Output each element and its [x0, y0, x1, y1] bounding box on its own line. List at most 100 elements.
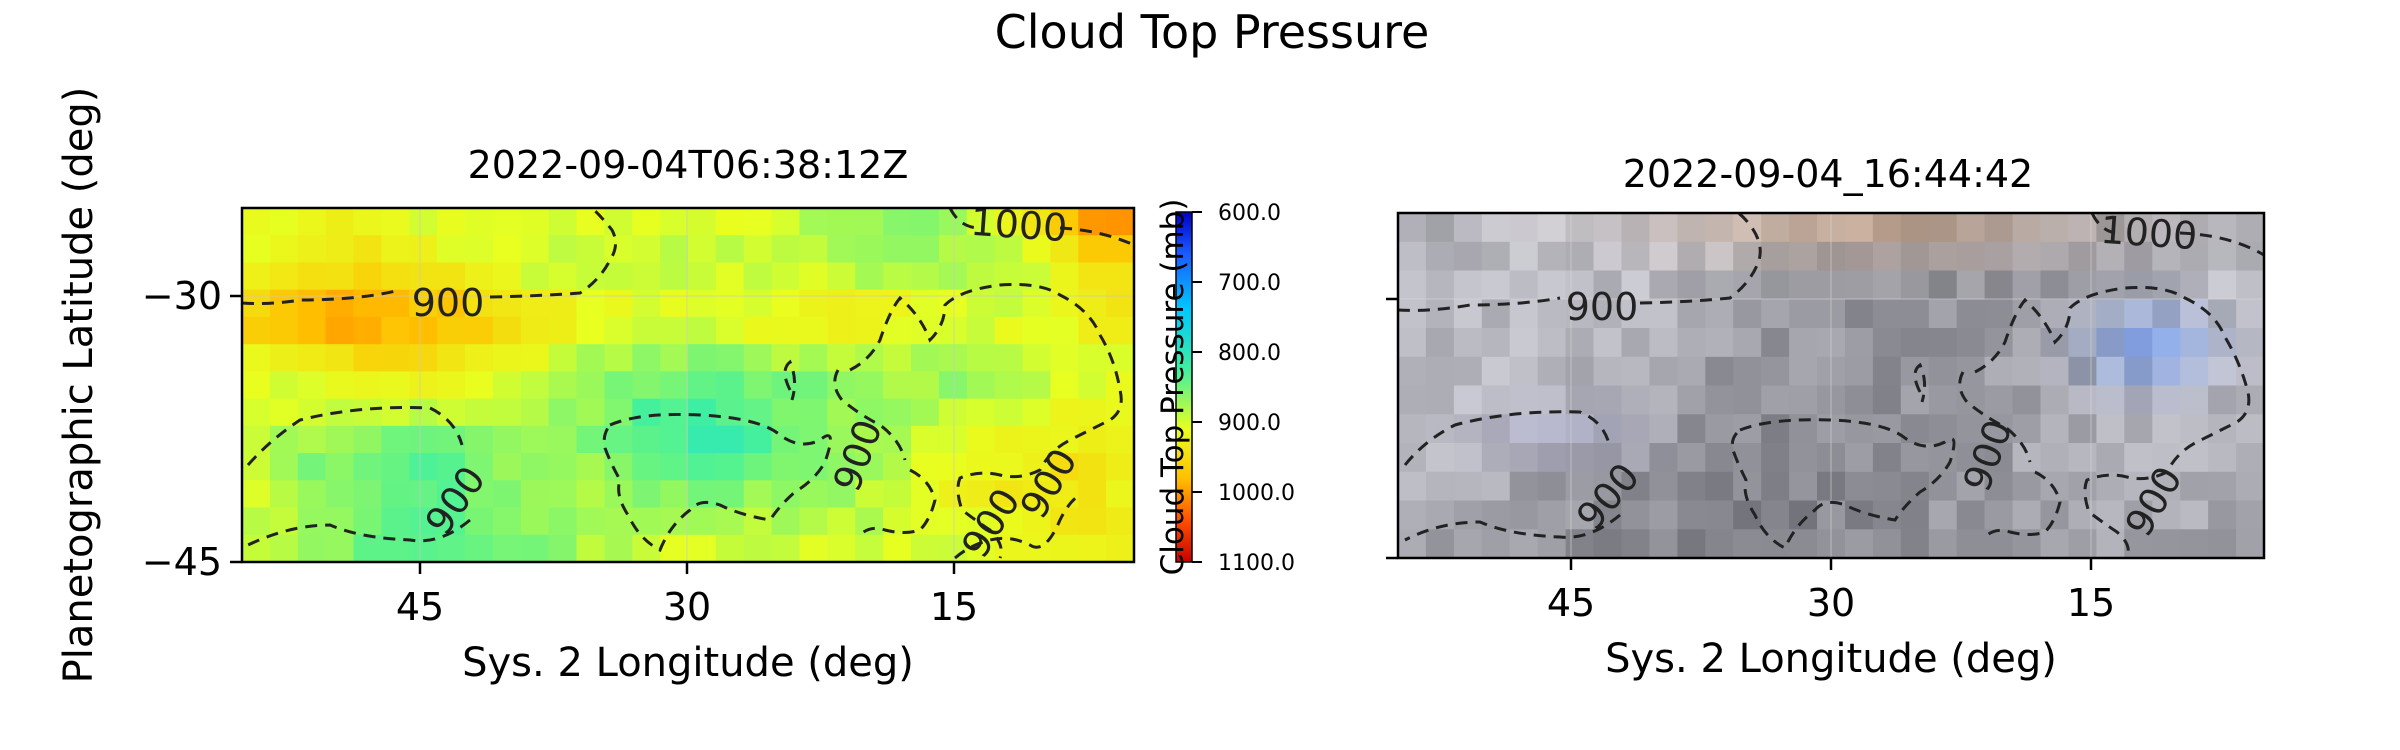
heatmap-cell — [297, 262, 327, 291]
image-pixel — [2096, 356, 2125, 387]
image-pixel — [1453, 356, 1483, 387]
image-pixel — [1425, 471, 1455, 502]
image-pixel — [1928, 385, 1958, 415]
heatmap-cell — [325, 208, 355, 236]
image-pixel — [1621, 471, 1650, 502]
heatmap-cell — [938, 425, 968, 454]
heatmap-cell — [660, 344, 689, 372]
image-pixel — [1509, 414, 1539, 444]
image-pixel — [2012, 241, 2042, 272]
image-pixel — [1733, 299, 1762, 329]
image-pixel — [1761, 471, 1790, 502]
colorbar-tick-label: 1000.0 — [1218, 481, 1295, 506]
heatmap-cell — [325, 316, 355, 345]
image-pixel — [1537, 414, 1567, 444]
right-contours — [1398, 213, 2264, 557]
heatmap-cell — [437, 262, 466, 291]
heatmap-cell — [1022, 425, 1051, 454]
heatmap-cell — [966, 453, 996, 481]
heatmap-cell — [325, 262, 355, 291]
heatmap-cell — [827, 425, 856, 454]
image-pixel — [2180, 241, 2209, 272]
image-pixel — [2068, 213, 2097, 243]
image-pixel — [1593, 241, 1622, 272]
image-pixel — [1733, 328, 1762, 358]
image-pixel — [1537, 356, 1567, 387]
image-pixel — [1593, 299, 1622, 329]
image-pixel — [1649, 299, 1678, 329]
heatmap-cell — [465, 453, 494, 481]
image-pixel — [1733, 443, 1762, 473]
image-pixel — [1845, 241, 1874, 272]
image-pixel — [1845, 385, 1874, 415]
heatmap-cell — [576, 316, 605, 345]
image-pixel — [1705, 241, 1734, 272]
heatmap-cell — [576, 453, 605, 481]
image-pixel — [1733, 414, 1762, 444]
image-pixel — [1733, 270, 1762, 300]
heatmap-cell — [827, 534, 856, 562]
heatmap-cell — [1078, 480, 1107, 509]
image-pixel — [1845, 213, 1874, 243]
image-pixel — [1565, 471, 1595, 502]
heatmap-cell — [297, 371, 327, 400]
heatmap-cell — [883, 453, 912, 481]
heatmap-cell — [242, 398, 271, 427]
heatmap-cell — [743, 534, 773, 562]
image-pixel — [2068, 241, 2097, 272]
heatmap-cell — [520, 289, 550, 318]
image-pixel — [1593, 529, 1622, 558]
heatmap-cell — [269, 208, 299, 236]
heatmap-cell — [938, 235, 968, 263]
image-pixel — [1453, 328, 1483, 358]
image-pixel — [1565, 529, 1595, 558]
heatmap-cell — [381, 425, 410, 454]
heatmap-cell — [883, 371, 912, 400]
heatmap-cell — [548, 208, 578, 236]
heatmap-cell — [883, 480, 912, 509]
image-pixel — [2236, 529, 2264, 558]
image-pixel — [2068, 471, 2097, 502]
image-pixel — [1845, 356, 1874, 387]
heatmap-cell — [548, 425, 578, 454]
image-pixel — [1649, 356, 1678, 387]
heatmap-cell — [1106, 316, 1134, 345]
image-pixel — [2040, 270, 2069, 300]
image-pixel — [1398, 241, 1427, 272]
heatmap-cell — [715, 398, 745, 427]
heatmap-cell — [381, 507, 410, 536]
image-pixel — [1481, 471, 1511, 502]
heatmap-cell — [1022, 507, 1051, 536]
image-pixel — [1789, 299, 1818, 329]
heatmap-cell — [604, 507, 633, 536]
heatmap-cell — [743, 316, 773, 345]
heatmap-cell — [883, 534, 912, 562]
heatmap-cell — [297, 507, 327, 536]
image-pixel — [1537, 385, 1567, 415]
heatmap-cell — [297, 534, 327, 562]
image-pixel — [2096, 529, 2125, 558]
image-pixel — [1649, 385, 1678, 415]
heatmap-cell — [381, 316, 410, 345]
heatmap-cell — [269, 453, 299, 481]
heatmap-cell — [520, 316, 550, 345]
left-x-ticks — [418, 562, 956, 574]
heatmap-cell — [576, 235, 605, 263]
image-pixel — [2152, 414, 2181, 444]
heatmap-cell — [660, 453, 689, 481]
heatmap-cell — [1106, 507, 1134, 536]
image-pixel — [2180, 529, 2209, 558]
image-pixel — [1509, 213, 1539, 243]
image-pixel — [1649, 414, 1678, 444]
image-pixel — [1956, 500, 1986, 530]
image-pixel — [2124, 471, 2153, 502]
image-pixel — [1398, 356, 1427, 387]
heatmap-cell — [353, 534, 382, 562]
heatmap-cell — [576, 344, 605, 372]
heatmap-cell — [994, 425, 1024, 454]
heatmap-cell — [381, 453, 410, 481]
right-x-tick-label-30: 30 — [1807, 581, 1855, 625]
image-pixel — [1928, 356, 1958, 387]
image-pixel — [2124, 328, 2153, 358]
heatmap-cell — [1050, 398, 1079, 427]
